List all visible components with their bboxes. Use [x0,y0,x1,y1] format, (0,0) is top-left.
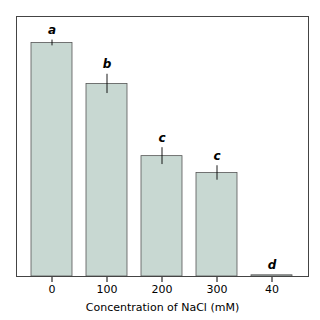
svg-text:c: c [158,131,165,145]
svg-text:Concentration of NaCl (mM): Concentration of NaCl (mM) [86,301,239,314]
svg-text:100: 100 [97,283,118,296]
svg-text:d: d [268,258,277,272]
svg-text:c: c [213,149,220,163]
svg-text:0: 0 [49,283,56,296]
svg-text:40: 40 [265,283,279,296]
svg-text:300: 300 [207,283,228,296]
svg-text:200: 200 [152,283,173,296]
svg-text:b: b [103,57,112,71]
svg-text:a: a [48,23,56,37]
